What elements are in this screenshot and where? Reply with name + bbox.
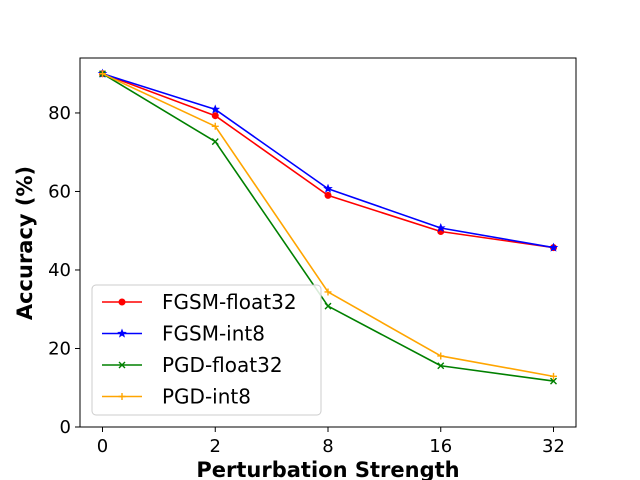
x-tick-label: 0 [97, 436, 108, 457]
data-point-fgsm-int8 [435, 222, 446, 233]
legend-marker [117, 328, 127, 338]
x-tick-label: 8 [322, 436, 333, 457]
data-point-fgsm-int8 [323, 183, 333, 193]
y-axis-label: Accuracy (%) [13, 166, 37, 320]
legend-label: PGD-int8 [162, 385, 251, 409]
legend: FGSM-float32 FGSM-int8 PGD-float32 PGD-int8 [91, 284, 322, 416]
y-tick-label: 20 [48, 338, 71, 359]
x-tick-label: 16 [429, 436, 452, 457]
data-point-fgsm-int8 [210, 104, 221, 114]
axes: 0 2 8 16 32 0 20 40 60 80 [48, 103, 565, 457]
legend-label: FGSM-int8 [162, 322, 265, 346]
data-point-pgd-int8 [211, 122, 219, 130]
legend-marker [118, 298, 126, 306]
series-line-fgsm-float32 [102, 72, 554, 249]
y-tick-label: 80 [48, 103, 71, 124]
data-point-fgsm-int8 [548, 242, 559, 252]
data-point-fgsm-float32 [211, 112, 219, 120]
x-tick-label: 2 [210, 436, 221, 457]
x-tick-label: 32 [542, 436, 565, 457]
data-point-pgd-int8 [99, 70, 106, 78]
data-point-pgd-int8 [550, 372, 557, 380]
legend-marker [118, 361, 126, 369]
legend-box [91, 284, 322, 416]
legend-label: FGSM-float32 [162, 290, 297, 314]
legend-marker [118, 393, 126, 400]
data-point-pgd-int8 [437, 352, 445, 360]
data-point-pgd-float32 [211, 138, 219, 146]
series-line-fgsm-int8 [102, 72, 554, 249]
x-axis-label: Perturbation Strength [196, 458, 459, 480]
data-point-pgd-float32 [550, 377, 557, 385]
data-point-fgsm-float32 [324, 191, 332, 199]
data-point-pgd-int8 [324, 288, 332, 296]
legend-label: PGD-float32 [162, 353, 283, 377]
plot-area [97, 68, 559, 385]
y-tick-label: 40 [48, 260, 71, 281]
y-tick-label: 0 [60, 417, 71, 438]
data-point-pgd-float32 [324, 302, 332, 310]
y-tick-label: 60 [48, 181, 71, 202]
data-point-pgd-float32 [437, 362, 445, 370]
